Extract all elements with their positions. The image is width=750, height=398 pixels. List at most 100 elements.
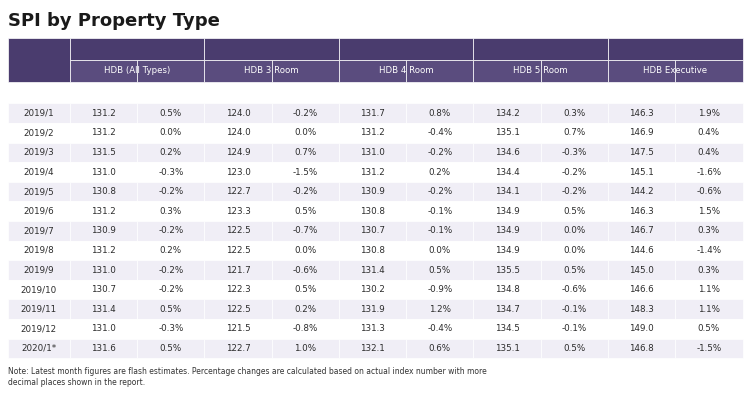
Bar	[70, 142, 137, 162]
Bar	[608, 38, 742, 60]
Text: 134.9: 134.9	[495, 207, 520, 216]
Bar	[473, 339, 541, 358]
Text: 0.2%: 0.2%	[294, 305, 316, 314]
Text: 0.3%: 0.3%	[698, 226, 720, 235]
Bar	[205, 103, 272, 123]
Text: Monthly
Change: Monthly Change	[693, 83, 724, 102]
Text: 0.3%: 0.3%	[160, 207, 182, 216]
Bar	[541, 103, 608, 123]
Bar	[137, 260, 205, 280]
Bar	[272, 103, 339, 123]
Bar	[675, 339, 742, 358]
Bar	[137, 123, 205, 142]
Bar	[339, 280, 406, 299]
Text: 135.1: 135.1	[495, 344, 520, 353]
Bar	[541, 299, 608, 319]
Bar	[339, 182, 406, 201]
Text: 2019/8: 2019/8	[23, 246, 54, 255]
Bar	[339, 103, 406, 123]
Bar	[608, 162, 675, 182]
Text: 0.0%: 0.0%	[563, 246, 586, 255]
Bar	[406, 201, 473, 221]
Text: -0.8%: -0.8%	[292, 324, 318, 333]
Bar	[608, 339, 675, 358]
Bar	[406, 123, 473, 142]
Text: 122.5: 122.5	[226, 226, 251, 235]
Bar	[70, 123, 137, 142]
Text: 121.7: 121.7	[226, 265, 251, 275]
Bar	[205, 38, 339, 60]
Text: 135.1: 135.1	[495, 129, 520, 137]
Bar	[541, 142, 608, 162]
Bar	[608, 201, 675, 221]
Bar	[541, 260, 608, 280]
Bar	[541, 123, 608, 142]
Bar	[608, 60, 675, 82]
Bar	[137, 162, 205, 182]
Bar	[137, 241, 205, 260]
Bar	[406, 221, 473, 241]
Bar	[339, 201, 406, 221]
Text: 131.0: 131.0	[360, 148, 385, 157]
Bar	[70, 280, 137, 299]
Text: 122.7: 122.7	[226, 187, 251, 196]
Text: 148.3: 148.3	[629, 305, 654, 314]
Text: 124.0: 124.0	[226, 129, 251, 137]
Bar	[473, 319, 541, 339]
Text: 0.5%: 0.5%	[160, 344, 182, 353]
Bar	[272, 123, 339, 142]
Bar	[406, 299, 473, 319]
Text: Index
Value: Index Value	[227, 83, 249, 102]
Bar	[608, 241, 675, 260]
Text: Year/Month: Year/Month	[16, 88, 62, 97]
Text: 123.0: 123.0	[226, 168, 251, 177]
Text: -0.7%: -0.7%	[292, 226, 318, 235]
Bar	[473, 221, 541, 241]
Text: 0.5%: 0.5%	[563, 265, 586, 275]
Text: Index
Value: Index Value	[631, 83, 652, 102]
Text: 0.5%: 0.5%	[563, 344, 586, 353]
Text: 131.2: 131.2	[360, 129, 385, 137]
Text: Monthly
Change: Monthly Change	[154, 83, 187, 102]
Bar	[473, 260, 541, 280]
Bar	[272, 241, 339, 260]
Bar	[137, 319, 205, 339]
Bar	[137, 103, 205, 123]
Text: 124.9: 124.9	[226, 148, 251, 157]
Bar	[137, 280, 205, 299]
Bar	[339, 260, 406, 280]
Bar	[70, 221, 137, 241]
Bar	[675, 182, 742, 201]
Text: 145.1: 145.1	[629, 168, 654, 177]
Text: 130.8: 130.8	[360, 246, 385, 255]
Bar	[137, 182, 205, 201]
Text: 0.5%: 0.5%	[429, 265, 451, 275]
Bar	[8, 241, 70, 260]
Text: 134.1: 134.1	[495, 187, 520, 196]
Bar	[473, 162, 541, 182]
Text: 2019/11: 2019/11	[21, 305, 57, 314]
Text: 2019/7: 2019/7	[23, 226, 54, 235]
Bar	[8, 142, 70, 162]
Text: 0.2%: 0.2%	[160, 148, 182, 157]
Text: HDB (All Types): HDB (All Types)	[104, 66, 170, 75]
Text: 122.3: 122.3	[226, 285, 251, 294]
Text: -1.5%: -1.5%	[292, 168, 318, 177]
Bar	[339, 241, 406, 260]
Text: 0.4%: 0.4%	[698, 129, 720, 137]
Text: 145.0: 145.0	[629, 265, 654, 275]
Bar	[205, 280, 272, 299]
Text: 131.7: 131.7	[360, 109, 385, 118]
Bar	[675, 123, 742, 142]
Text: 146.6: 146.6	[629, 285, 654, 294]
Text: -1.5%: -1.5%	[696, 344, 721, 353]
Text: -1.6%: -1.6%	[696, 168, 721, 177]
Text: 1.1%: 1.1%	[698, 285, 720, 294]
Text: -0.4%: -0.4%	[427, 129, 452, 137]
Bar	[205, 162, 272, 182]
Text: -0.2%: -0.2%	[427, 187, 452, 196]
Text: 122.5: 122.5	[226, 305, 251, 314]
Bar	[406, 103, 473, 123]
Text: 130.2: 130.2	[360, 285, 385, 294]
Text: Index
Value: Index Value	[92, 83, 115, 102]
